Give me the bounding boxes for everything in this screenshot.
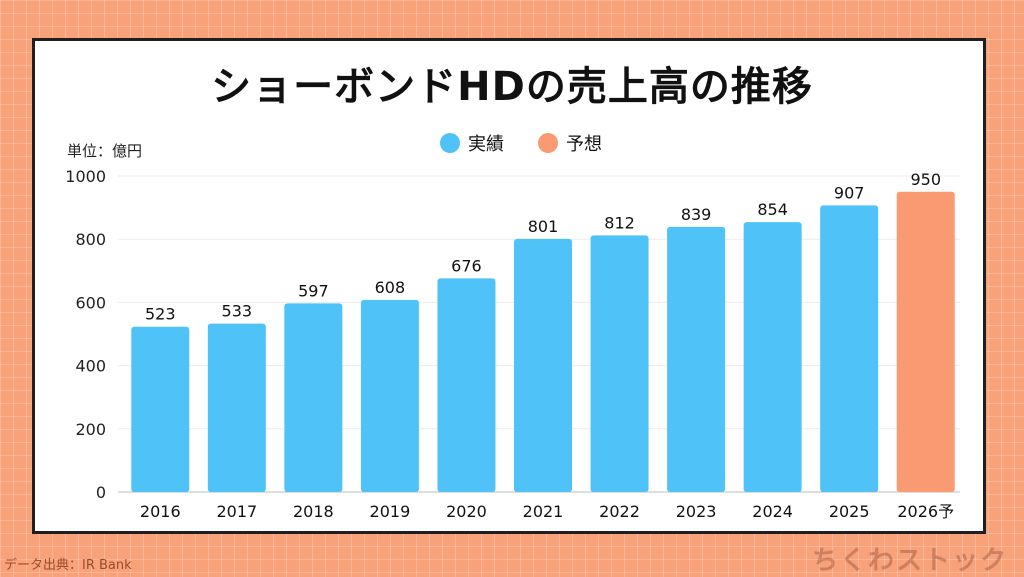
y-tick-label: 1000 xyxy=(65,167,106,186)
y-tick-label: 400 xyxy=(75,357,106,376)
data-label: 533 xyxy=(222,302,253,321)
x-tick-label: 2026予 xyxy=(897,502,954,521)
chart-title: ショーボンドHDの売上高の推移 xyxy=(211,64,813,110)
x-tick-label: 2020 xyxy=(446,502,487,521)
legend-swatch-forecast xyxy=(538,133,558,153)
bar xyxy=(896,191,955,493)
legend-swatch-actual xyxy=(440,133,460,153)
x-tick-label: 2016 xyxy=(140,502,181,521)
bar xyxy=(743,222,802,493)
x-tick-label: 2021 xyxy=(523,502,564,521)
bar xyxy=(437,278,496,492)
data-label: 523 xyxy=(145,305,176,324)
data-label: 676 xyxy=(451,256,482,275)
bar xyxy=(514,238,572,492)
x-tick-label: 2017 xyxy=(216,502,257,521)
bar xyxy=(207,323,266,492)
y-tick-label: 800 xyxy=(75,230,106,249)
legend-label-actual: 実績 xyxy=(468,134,504,155)
x-tick-label: 2022 xyxy=(599,502,640,521)
x-tick-label: 2023 xyxy=(676,502,717,521)
data-label: 950 xyxy=(910,170,941,189)
bar xyxy=(360,299,419,492)
y-tick-label: 600 xyxy=(75,293,106,312)
data-label: 608 xyxy=(375,278,406,297)
y-tick-label: 0 xyxy=(96,483,106,502)
bar xyxy=(667,226,726,492)
x-tick-label: 2019 xyxy=(370,502,411,521)
legend-label-forecast: 予想 xyxy=(566,134,602,155)
y-tick-label: 200 xyxy=(75,420,106,439)
data-label: 854 xyxy=(757,200,788,219)
data-source: データ出典：IR Bank xyxy=(4,558,132,573)
legend-item-actual: 実績 xyxy=(440,130,504,156)
data-label: 801 xyxy=(528,217,559,236)
legend-item-forecast: 予想 xyxy=(538,130,602,156)
x-tick-label: 2025 xyxy=(829,502,870,521)
data-label: 907 xyxy=(834,183,865,202)
x-tick-label: 2024 xyxy=(752,502,793,521)
bar xyxy=(590,235,649,492)
x-tick-label: 2018 xyxy=(293,502,334,521)
legend: 実績 予想 xyxy=(440,130,602,156)
data-label: 597 xyxy=(298,281,329,300)
data-label: 839 xyxy=(681,205,712,224)
brand-logo: ちくわストック xyxy=(812,546,1009,576)
unit-label: 単位：億円 xyxy=(67,142,143,160)
bar xyxy=(131,326,190,492)
data-label: 812 xyxy=(604,213,635,232)
bar xyxy=(820,205,879,492)
bar xyxy=(284,303,343,492)
